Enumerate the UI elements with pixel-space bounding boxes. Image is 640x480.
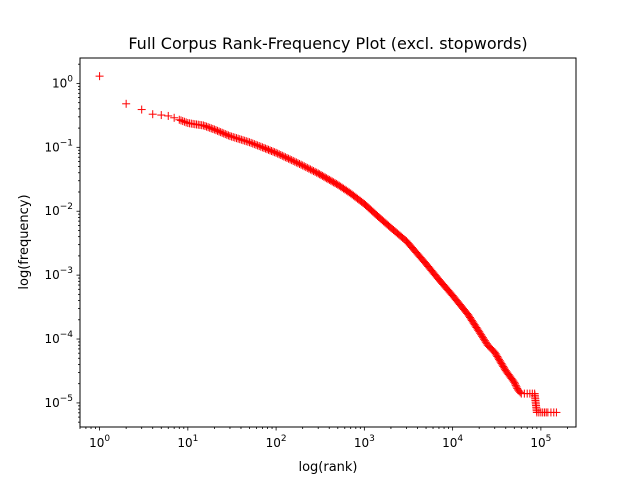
data-point — [346, 189, 355, 198]
data-point-interp — [224, 131, 233, 140]
data-point-interp — [242, 137, 251, 146]
data-point — [448, 291, 457, 300]
y-tick-label: 10−5 — [44, 394, 73, 410]
data-point-interp — [239, 136, 248, 145]
data-point-interp — [178, 117, 187, 126]
x-tick-label: 103 — [354, 434, 375, 450]
data-point — [95, 72, 104, 81]
x-axis-label: log(rank) — [298, 460, 357, 475]
data-point — [175, 115, 184, 124]
data-point — [360, 199, 369, 208]
y-axis-label: log(frequency) — [17, 194, 32, 289]
data-points — [95, 72, 561, 417]
y-tick-label: 10−1 — [44, 138, 73, 154]
data-point — [530, 389, 539, 398]
data-point — [513, 385, 522, 394]
x-tick-label: 100 — [89, 434, 110, 450]
data-point — [501, 366, 510, 375]
data-point-interp — [247, 138, 256, 147]
data-point — [386, 223, 395, 232]
data-point — [434, 275, 443, 284]
x-axis-ticks: 100 101 102 103 104 105 — [79, 427, 568, 450]
data-point — [199, 121, 208, 130]
data-point — [210, 125, 219, 134]
data-point — [333, 180, 342, 189]
plot-area — [79, 57, 577, 428]
data-point — [483, 341, 492, 350]
data-point-interp — [229, 133, 238, 142]
data-point — [475, 327, 484, 336]
data-point — [183, 119, 192, 128]
data-point — [314, 169, 323, 178]
data-point — [298, 161, 307, 170]
data-point — [464, 310, 473, 319]
data-point — [272, 148, 281, 157]
data-point-interp — [243, 137, 252, 146]
data-point — [137, 105, 146, 114]
x-tick-label: 101 — [177, 434, 198, 450]
data-point-interp — [234, 134, 243, 143]
data-point — [148, 110, 157, 119]
data-point — [552, 408, 561, 417]
x-tick-label: 102 — [266, 434, 287, 450]
x-tick-label: 105 — [530, 434, 551, 450]
data-point-interp — [251, 140, 260, 149]
data-point — [245, 138, 254, 147]
data-point-interp — [237, 135, 246, 144]
data-point — [490, 348, 499, 357]
data-point — [190, 120, 199, 129]
data-point — [402, 237, 411, 246]
data-point-interp — [255, 142, 264, 151]
y-tick-label: 10−4 — [44, 330, 73, 346]
y-tick-label: 10−2 — [44, 202, 73, 218]
data-point — [375, 214, 384, 223]
data-point — [157, 111, 166, 120]
y-tick-label: 10−3 — [44, 266, 73, 282]
y-axis-ticks: 100 10−1 10−2 10−3 10−4 10−5 — [44, 63, 80, 423]
data-point-interp — [248, 139, 257, 148]
data-point-interp — [250, 140, 259, 149]
data-point — [225, 132, 234, 141]
data-point-interp — [240, 136, 249, 145]
data-point — [510, 378, 519, 387]
data-point — [422, 259, 431, 268]
data-point-interp — [180, 117, 189, 126]
chart-title: Full Corpus Rank-Frequency Plot (excl. s… — [128, 34, 527, 53]
data-point-interp — [230, 133, 239, 142]
data-point-interp — [227, 132, 236, 141]
data-point — [122, 99, 131, 108]
data-point-interp — [176, 116, 185, 125]
y-tick-label: 100 — [52, 74, 73, 90]
data-point — [164, 111, 173, 120]
x-tick-label: 104 — [442, 434, 463, 450]
data-point — [170, 113, 179, 122]
data-point — [287, 156, 296, 165]
data-point-interp — [235, 135, 244, 144]
data-point — [258, 143, 267, 152]
data-point-interp — [182, 118, 191, 127]
data-point-interp — [232, 134, 241, 143]
data-point-interp — [253, 141, 262, 150]
